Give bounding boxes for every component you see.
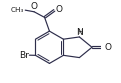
Text: Br: Br: [19, 51, 29, 60]
Text: H: H: [77, 29, 83, 35]
Text: CH₃: CH₃: [11, 7, 24, 13]
Text: O: O: [30, 2, 37, 11]
Text: N: N: [76, 28, 83, 37]
Text: O: O: [105, 43, 112, 52]
Text: O: O: [55, 5, 62, 14]
